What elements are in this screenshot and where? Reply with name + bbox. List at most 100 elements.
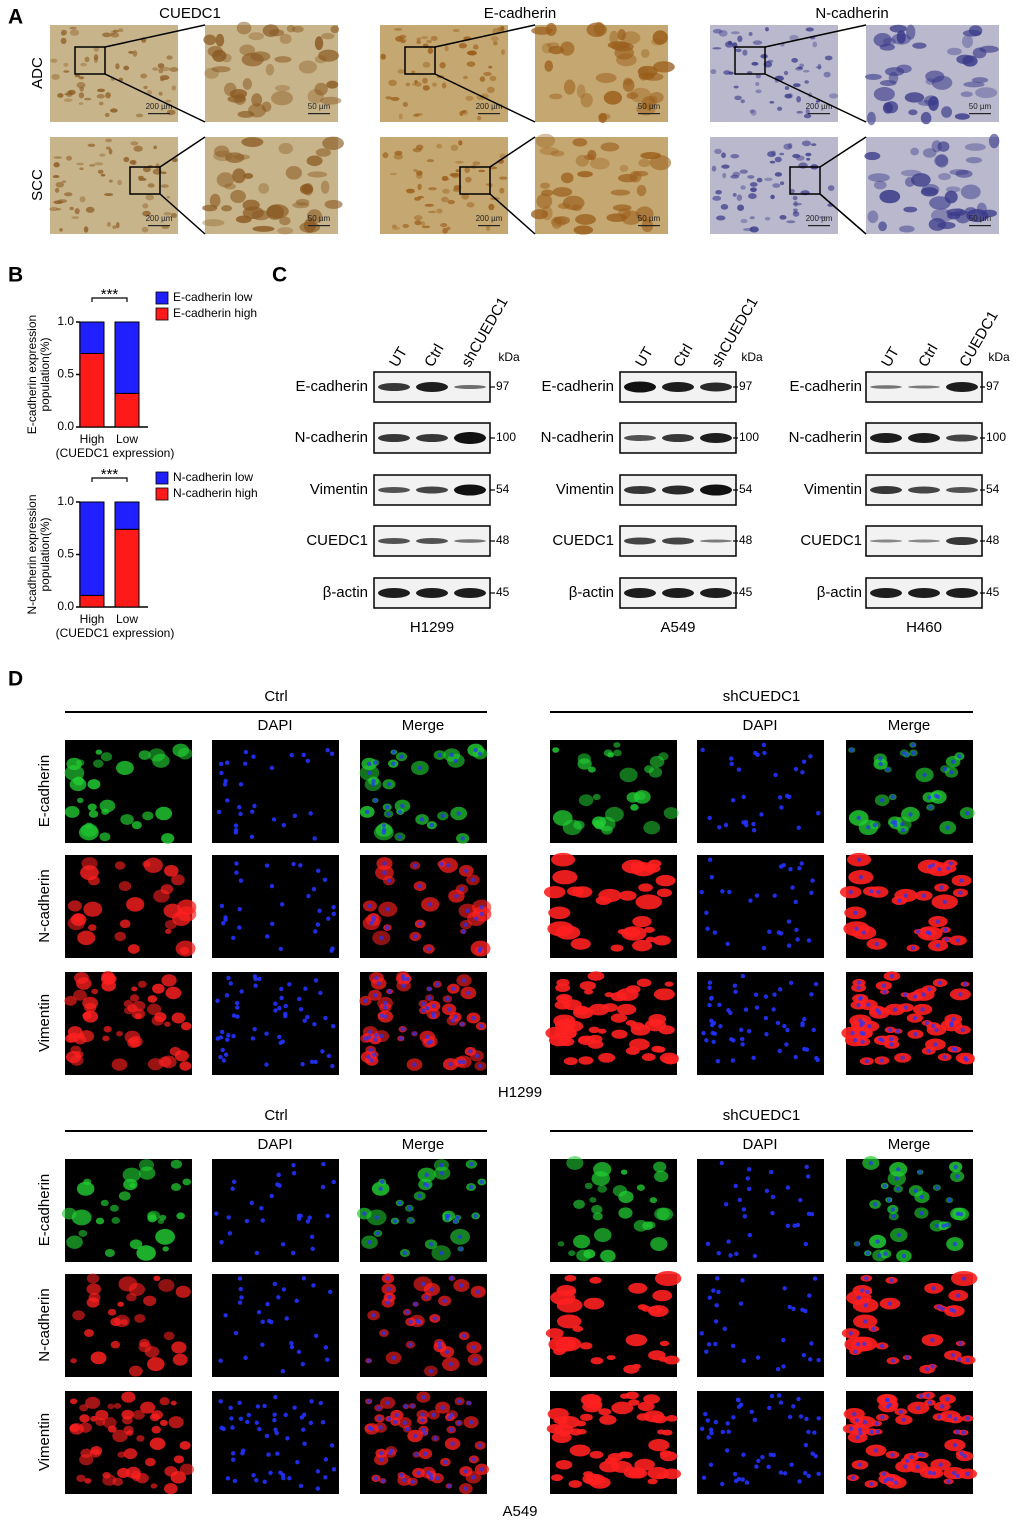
nucleus [391, 749, 397, 755]
stained-cell [588, 1026, 600, 1034]
nucleus [318, 1400, 323, 1406]
stained-cell [86, 1283, 101, 1295]
nucleus [271, 817, 277, 822]
nucleus [707, 815, 712, 821]
nucleus [915, 1464, 920, 1470]
nucleus [273, 1427, 278, 1433]
stained-cell [545, 1328, 564, 1339]
nucleus [245, 1419, 250, 1425]
cell [928, 217, 946, 231]
stained-cell [72, 1310, 85, 1321]
cell [964, 143, 986, 151]
condition-label: Ctrl [264, 1107, 287, 1124]
protein-label: N-cadherin [541, 429, 614, 446]
stained-cell [611, 1029, 628, 1039]
nucleus [714, 1303, 719, 1308]
nucleus [775, 1020, 781, 1026]
nucleus [449, 1276, 455, 1281]
cell [899, 225, 915, 233]
nucleus [417, 883, 423, 889]
nucleus [389, 1448, 394, 1453]
cell [498, 176, 508, 180]
stained-cell [155, 1228, 176, 1245]
nucleus [953, 1164, 958, 1170]
cell [793, 200, 798, 207]
nucleus [723, 1202, 729, 1207]
nucleus [424, 1295, 429, 1300]
cell [100, 173, 106, 177]
cell [292, 202, 310, 209]
stained-cell [566, 1156, 584, 1170]
cell [406, 188, 416, 194]
nucleus [421, 1427, 426, 1433]
nucleus [760, 1454, 765, 1460]
cell [740, 185, 746, 190]
nucleus [731, 1415, 736, 1420]
cell [580, 93, 593, 108]
nucleus [225, 1476, 231, 1481]
stained-cell [644, 926, 655, 933]
nucleus [751, 1055, 756, 1060]
cell [749, 109, 755, 114]
image-background [697, 1274, 824, 1377]
nucleus [234, 861, 239, 866]
stained-cell [636, 978, 652, 987]
nucleus [934, 1185, 940, 1190]
nucleus [896, 1186, 901, 1192]
fluorescence-image [357, 1159, 487, 1262]
nucleus [448, 1062, 453, 1067]
fluorescence-image [212, 1391, 339, 1494]
nucleus [865, 1251, 870, 1256]
nucleus [889, 1477, 894, 1482]
nucleus [890, 1358, 896, 1363]
cell [207, 45, 223, 57]
band [870, 539, 902, 543]
nucleus [700, 747, 705, 753]
nucleus [751, 827, 757, 833]
condition-label: shCUEDC1 [723, 1107, 801, 1124]
nucleus [379, 1033, 384, 1039]
stained-cell [610, 944, 624, 952]
nucleus [265, 1302, 270, 1307]
nucleus [800, 1307, 805, 1312]
cell [711, 165, 717, 172]
nucleus [807, 1293, 812, 1298]
nucleus [455, 1215, 460, 1220]
nucleus [808, 1357, 813, 1362]
stained-cell [599, 1460, 620, 1473]
stained-cell [131, 821, 142, 830]
nucleus [424, 1172, 429, 1178]
nucleus [428, 1039, 433, 1044]
cell-line-label: H460 [906, 619, 942, 636]
ihc-image: 200 µm [380, 137, 508, 234]
nucleus [889, 973, 895, 979]
stained-cell [129, 1239, 143, 1250]
nucleus [936, 794, 941, 800]
cell [760, 54, 768, 59]
nucleus [463, 1486, 469, 1491]
nucleus [867, 1024, 872, 1029]
cell [752, 40, 763, 45]
cell [749, 226, 759, 233]
legend-swatch [155, 291, 169, 305]
scale-bar-label: 50 µm [638, 102, 661, 111]
stained-cell [102, 1417, 117, 1429]
cell [380, 53, 386, 60]
nucleus [874, 1421, 879, 1426]
cell [911, 173, 931, 187]
cell [805, 27, 814, 32]
stained-cell [101, 979, 116, 992]
stained-cell [107, 1425, 117, 1433]
stained-cell [171, 874, 185, 886]
x-tick-label: High [80, 432, 105, 446]
cell [252, 225, 275, 232]
nucleus [468, 1049, 473, 1054]
cell [472, 161, 481, 166]
nucleus [269, 1319, 274, 1325]
nucleus [410, 1479, 415, 1485]
nucleus [904, 1355, 910, 1360]
stained-cell [132, 1410, 145, 1420]
nucleus [386, 1286, 391, 1292]
cell [295, 198, 310, 206]
nucleus [297, 996, 302, 1002]
